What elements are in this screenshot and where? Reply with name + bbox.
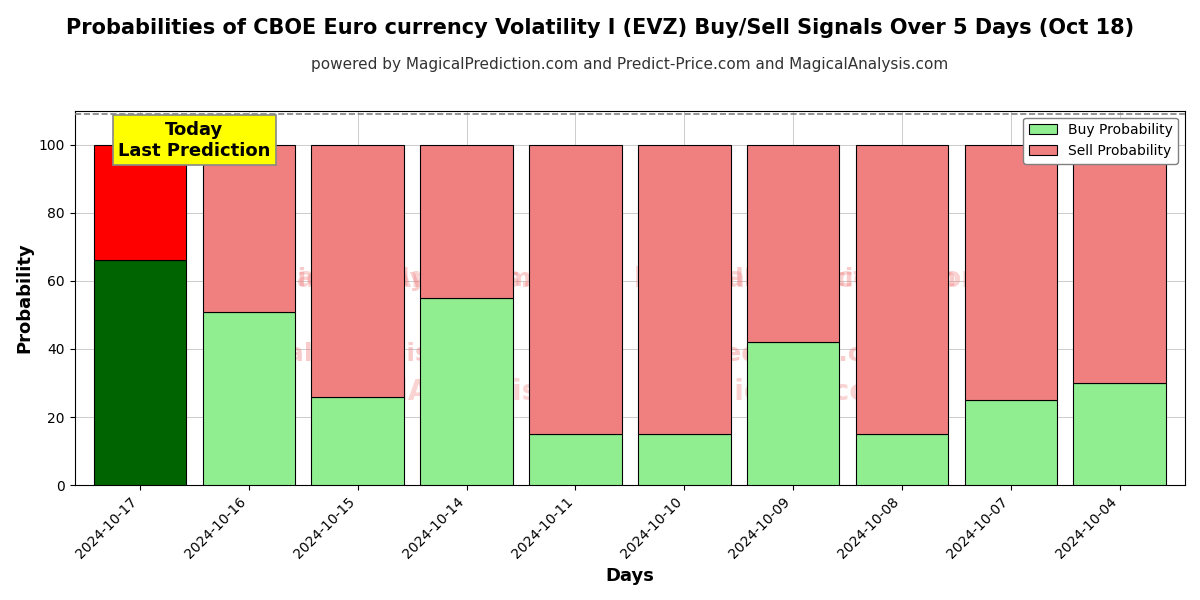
Bar [529,434,622,485]
Bar [856,434,948,485]
Bar [746,342,839,485]
Text: calAnalysis.com    lPrediction.com: calAnalysis.com lPrediction.com [362,377,896,406]
Bar [420,145,512,298]
Text: MagicalAnalysis.com    MagicalPrediction.com: MagicalAnalysis.com MagicalPrediction.co… [269,265,990,293]
Bar [203,311,295,485]
Bar [312,397,404,485]
Bar [312,145,404,397]
X-axis label: Days: Days [605,567,654,585]
Text: MagicalAnalysis.com: MagicalAnalysis.com [239,267,533,291]
Text: Today
Last Prediction: Today Last Prediction [119,121,270,160]
Bar [94,260,186,485]
Bar [94,145,186,260]
Title: powered by MagicalPrediction.com and Predict-Price.com and MagicalAnalysis.com: powered by MagicalPrediction.com and Pre… [311,57,948,72]
Bar [856,145,948,434]
Bar [420,298,512,485]
Bar [529,145,622,434]
Bar [203,145,295,311]
Text: MagicalPrediction.com: MagicalPrediction.com [636,267,958,291]
Bar [638,434,731,485]
Bar [746,145,839,342]
Bar [965,400,1057,485]
Text: Probabilities of CBOE Euro currency Volatility I (EVZ) Buy/Sell Signals Over 5 D: Probabilities of CBOE Euro currency Vola… [66,18,1134,38]
Bar [965,145,1057,400]
Text: lPrediction.com: lPrediction.com [686,342,907,366]
Bar [1074,145,1166,383]
Bar [638,145,731,434]
Y-axis label: Probability: Probability [16,242,34,353]
Text: calAnalysis.com: calAnalysis.com [272,342,498,366]
Bar [1074,383,1166,485]
Legend: Buy Probability, Sell Probability: Buy Probability, Sell Probability [1024,118,1178,164]
